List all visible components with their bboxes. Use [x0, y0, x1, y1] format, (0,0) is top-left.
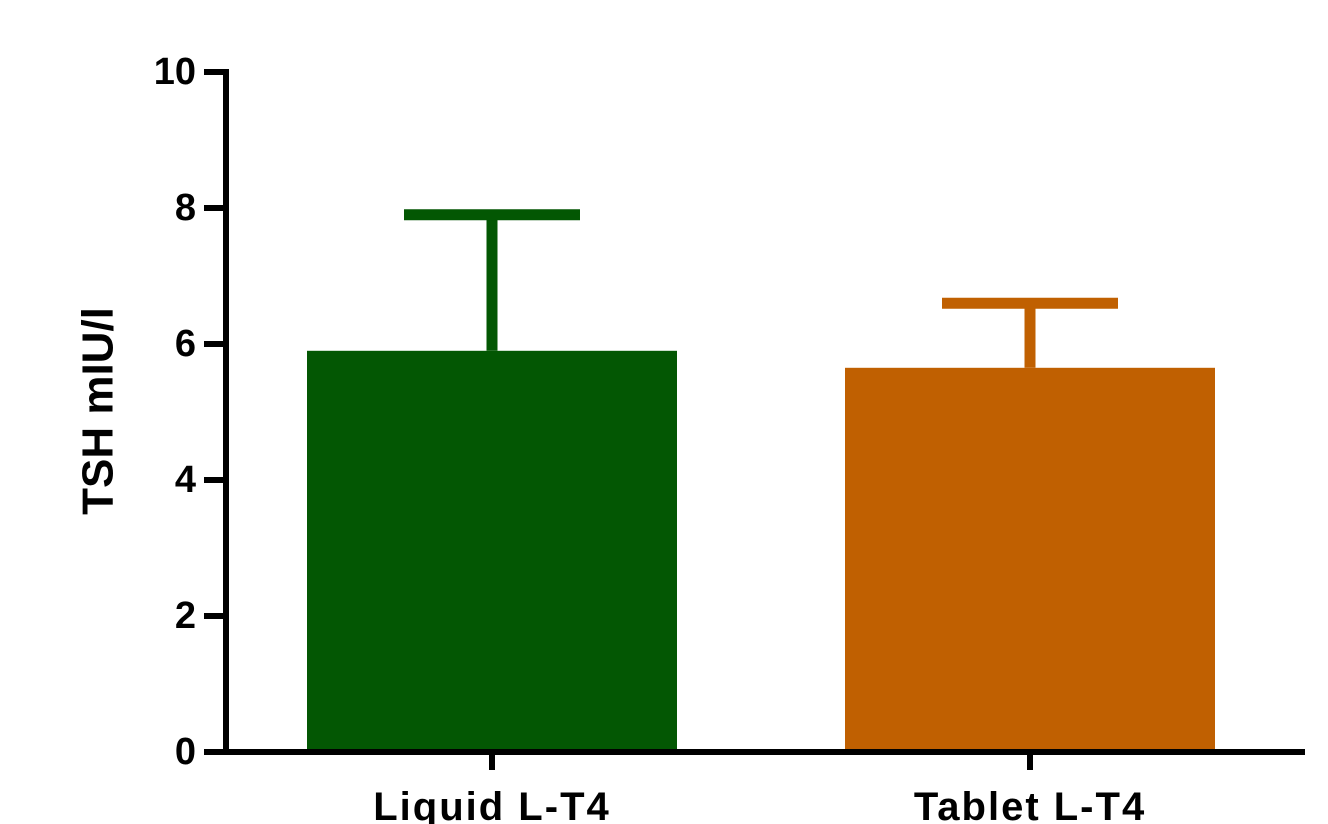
- x-ticks-group: Liquid L-T4 Tablet L-T4: [373, 752, 1146, 824]
- y-tick-label: 0: [175, 731, 196, 773]
- y-tick-label: 2: [175, 595, 196, 637]
- bar: [845, 367, 1215, 752]
- y-tick-label: 10: [154, 51, 196, 93]
- bar: [307, 350, 677, 752]
- y-ticks-group: 0 2 4 6 8 10: [154, 51, 226, 773]
- y-tick-label: 8: [175, 187, 196, 229]
- x-category-label: Liquid L-T4: [373, 785, 611, 824]
- axes-group: [223, 69, 1305, 755]
- y-axis-title: TSH mIU/l: [74, 307, 123, 515]
- x-category-label: Tablet L-T4: [914, 785, 1146, 824]
- y-tick-label: 4: [175, 459, 196, 501]
- y-tick-label: 6: [175, 323, 196, 365]
- bars-group: [307, 350, 1215, 752]
- error-bars-group: [404, 209, 1118, 368]
